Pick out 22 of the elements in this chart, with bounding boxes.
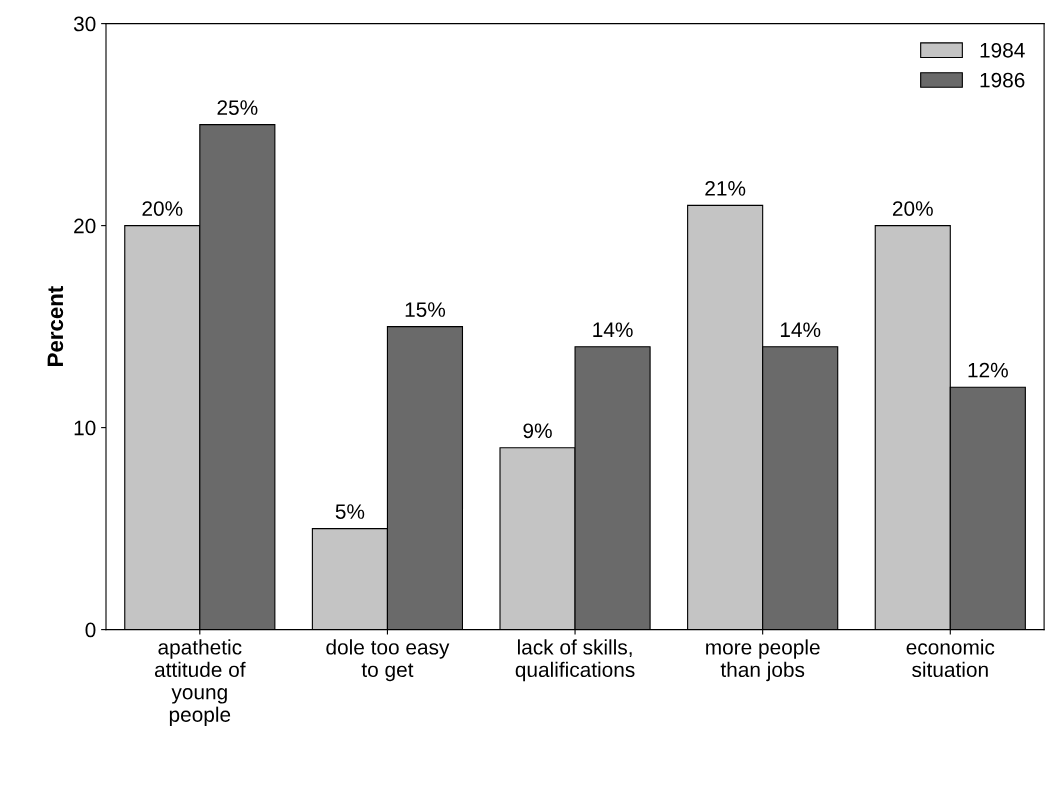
data-label: 25% [217, 100, 258, 115]
data-label: 20% [142, 201, 183, 216]
x-tick-label: lack of skills, qualifications [515, 639, 635, 682]
x-tick-label: dole too easy to get [326, 639, 450, 682]
y-axis-title: Percent [47, 286, 64, 366]
y-tick-label: 10 [74, 420, 96, 436]
data-label: 21% [705, 180, 746, 196]
y-tick-label: 0 [85, 622, 96, 638]
y-tick-label: 20 [74, 218, 96, 234]
y-tick-label: 30 [73, 16, 96, 32]
data-label: 14% [780, 322, 821, 338]
data-label: 9% [523, 423, 552, 439]
legend-label: 1984 [980, 42, 1025, 58]
data-label: 14% [593, 322, 633, 338]
x-tick-label: economic situation [906, 639, 995, 678]
legend-label: 1986 [980, 72, 1025, 88]
x-tick-label: more people than jobs [706, 639, 820, 682]
data-label: 15% [405, 302, 446, 317]
x-tick-label: apathetic attitude of young people [154, 639, 246, 727]
data-label: 12% [968, 362, 1008, 378]
data-label: 5% [335, 504, 365, 519]
data-label: 20% [892, 201, 933, 216]
